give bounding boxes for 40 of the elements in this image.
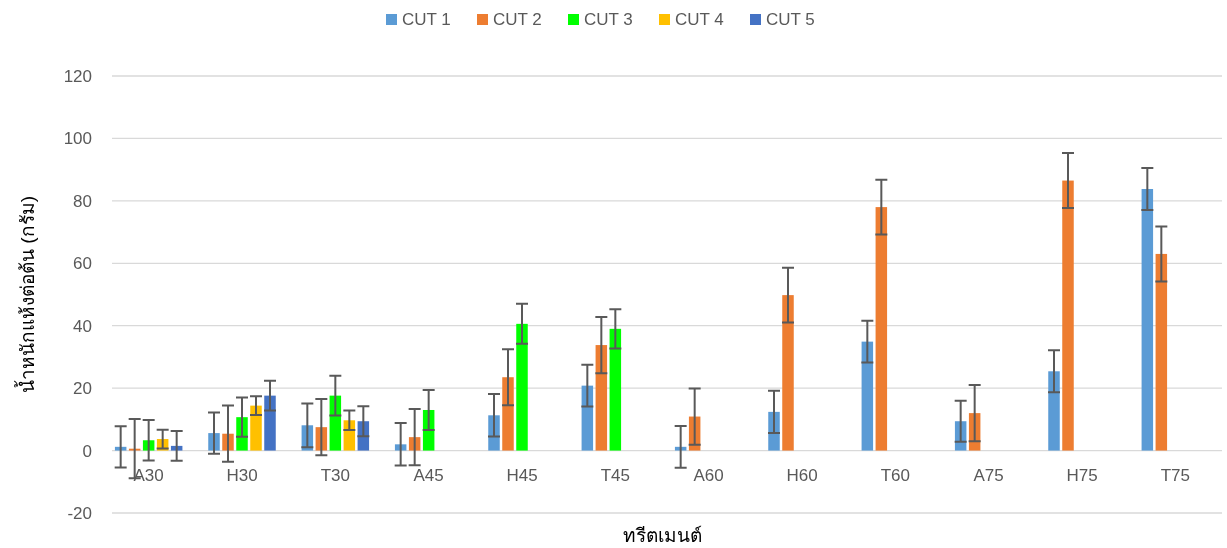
bar: [250, 405, 262, 451]
y-tick-label: 120: [63, 67, 92, 86]
x-tick-label: H60: [786, 465, 818, 485]
x-tick-label: H45: [506, 465, 538, 485]
x-tick-label: T45: [600, 465, 630, 485]
y-tick-label: 100: [63, 129, 92, 149]
bar: [861, 341, 874, 451]
x-tick-label: A60: [693, 465, 724, 485]
bar: [1141, 189, 1154, 451]
y-tick-label: -20: [67, 504, 92, 523]
y-tick-label: 60: [73, 254, 92, 274]
bar: [1155, 253, 1168, 451]
x-axis-title: ทรีตเมนต์: [622, 525, 702, 546]
y-axis-title: น้ำหนักแห้งต่อต้น (กรัม): [14, 196, 38, 393]
bar: [516, 323, 528, 451]
y-tick-label: 80: [73, 191, 92, 211]
x-tick-label: A45: [413, 465, 444, 485]
bar: [875, 207, 888, 451]
bar: [1062, 180, 1074, 451]
bar: [1048, 371, 1060, 451]
legend-label: CUT 3: [584, 10, 633, 29]
y-tick-label: 20: [73, 379, 92, 399]
x-tick-label: A30: [133, 465, 164, 485]
x-tick-label: T30: [320, 465, 350, 485]
y-tick-label: 0: [82, 441, 92, 461]
bar: [264, 395, 276, 451]
x-tick-label: H75: [1066, 465, 1098, 485]
x-tick-label: T75: [1160, 465, 1190, 485]
legend-label: CUT 2: [493, 10, 542, 29]
bar: [609, 328, 622, 451]
legend-label: CUT 1: [402, 10, 451, 29]
bar: [595, 345, 608, 451]
legend-label: CUT 5: [766, 10, 815, 29]
x-tick-label: H30: [226, 465, 258, 485]
x-tick-label: A75: [973, 465, 1004, 485]
legend-label: CUT 4: [675, 10, 724, 29]
bar: [782, 295, 794, 451]
y-tick-label: 40: [73, 316, 92, 336]
x-tick-label: T60: [880, 465, 910, 485]
bar: [502, 377, 514, 451]
